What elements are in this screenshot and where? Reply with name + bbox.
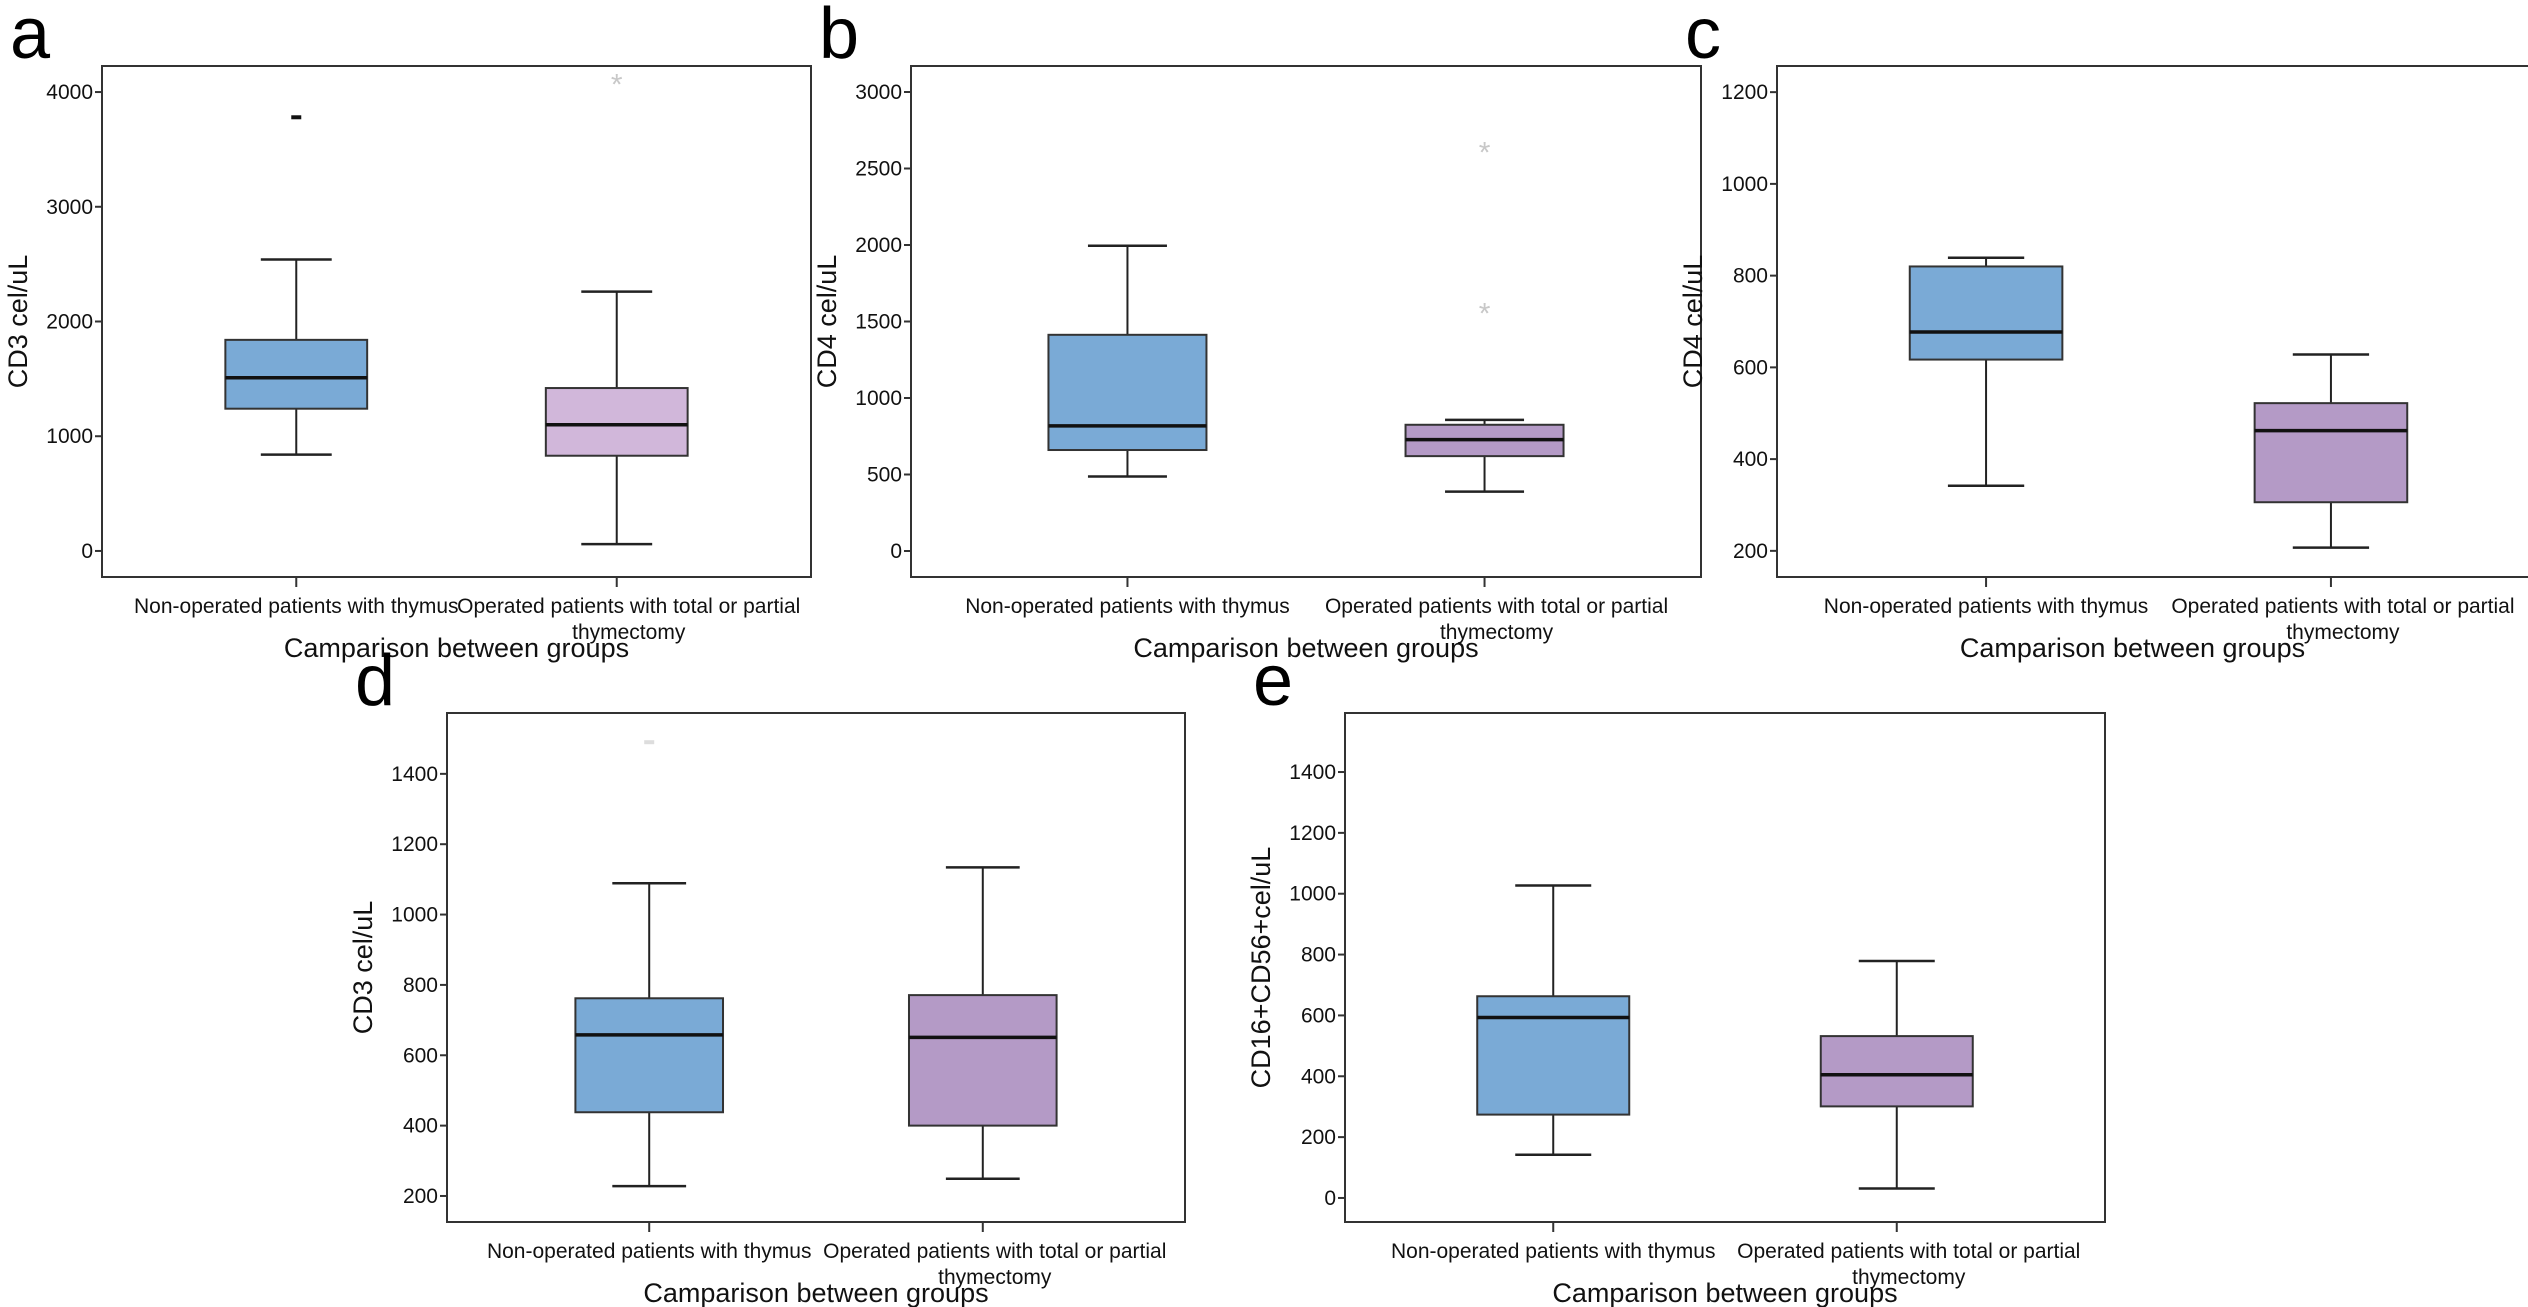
y-tick-label: 2500 [855, 158, 902, 181]
panel-letter: c [1685, 0, 1721, 74]
iqr-box [1047, 333, 1208, 452]
y-tick-label: 800 [403, 974, 438, 997]
panel-a: a 0 1000 2000 3000 4000 CD3 cel/uL Camparison b… [3, 0, 812, 663]
box-2: Operated patients with total or partial t… [1737, 959, 2080, 1289]
y-axis-title: CD4 cel/uL [812, 255, 842, 389]
y-tick-label: 600 [1301, 1004, 1336, 1027]
y-axis-title: CD3 cel/uL [3, 255, 33, 389]
outlier-star: * [1479, 297, 1491, 330]
box-1: Non-operated patients with thymus [487, 740, 812, 1263]
y-tick-label: 1000 [855, 387, 902, 410]
panel-e: e 0 200 400 600 800 1000 1200 1400 CD16+CD56+cel/… [1246, 641, 2106, 1307]
category-label: Non-operated patients with thymus [1391, 1240, 1716, 1263]
y-tick-label: 200 [403, 1185, 438, 1208]
category-label: thymectomy [1852, 1266, 1966, 1289]
box-1: Non-operated patients with thymus [1824, 256, 2149, 618]
y-tick-label: 800 [1301, 944, 1336, 967]
y-tick-label: 400 [403, 1115, 438, 1138]
y-tick-label: 1000 [1289, 883, 1336, 906]
y-tick-label: 400 [1733, 448, 1768, 471]
box-1: Non-operated patients with thymus [1391, 884, 1716, 1263]
outlier-star: * [1479, 137, 1491, 170]
category-label: thymectomy [1440, 621, 1554, 644]
iqr-box [1819, 1035, 1974, 1108]
iqr-box [574, 997, 725, 1114]
y-tick-label: 200 [1733, 540, 1768, 563]
panel-letter: d [355, 641, 395, 721]
x-axis-title: Camparison between groups [1552, 1278, 1897, 1307]
y-axis-title: CD16+CD56+cel/uL [1246, 847, 1276, 1089]
category-label: Operated patients with total or partial [1325, 595, 1668, 618]
category-label: Non-operated patients with thymus [134, 595, 459, 618]
y-tick-label: 0 [81, 540, 93, 563]
y-tick-label: 2000 [855, 234, 902, 257]
plot-frame [446, 712, 1186, 1223]
y-tick-label: 200 [1301, 1126, 1336, 1149]
y-tick-label: 600 [1733, 356, 1768, 379]
category-label: Non-operated patients with thymus [1824, 595, 2149, 618]
y-tick-label: 1500 [855, 311, 902, 334]
y-tick-label: 1400 [391, 763, 438, 786]
y-tick-label: 2000 [46, 311, 93, 334]
iqr-box [224, 338, 369, 410]
y-tick-label: 800 [1733, 265, 1768, 288]
y-tick-label: 1200 [1289, 822, 1336, 845]
panel-letter: e [1253, 641, 1293, 721]
x-axis-title: Camparison between groups [284, 633, 629, 663]
x-axis-title: Camparison between groups [1133, 633, 1478, 663]
y-tick-label: 600 [403, 1044, 438, 1067]
iqr-box [907, 994, 1058, 1127]
box-1: Non-operated patients with thymus [965, 244, 1290, 618]
y-tick-label: 1200 [1721, 81, 1768, 104]
panel-c: c 200 400 600 800 1000 1200 CD4 cel/uL Campariso… [1678, 0, 2528, 663]
y-axis-title: CD4 cel/uL [1678, 255, 1708, 389]
category-label: thymectomy [2286, 621, 2400, 644]
box-2: Operated patients with total or partial t… [823, 866, 1166, 1289]
y-tick-label: 1000 [46, 425, 93, 448]
y-tick-label: 3000 [855, 81, 902, 104]
y-tick-label: 0 [1324, 1187, 1336, 1210]
x-axis-title: Camparison between groups [643, 1278, 988, 1307]
category-label: Operated patients with total or partial [823, 1240, 1166, 1263]
category-label: Operated patients with total or partial [1737, 1240, 2080, 1263]
box-2: Operated patients with total or partial t… [1325, 137, 1668, 644]
iqr-box [544, 387, 689, 457]
plot-frame [1344, 712, 2106, 1223]
category-label: Non-operated patients with thymus [487, 1240, 812, 1263]
box-1: Non-operated patients with thymus [134, 115, 459, 618]
y-tick-label: 400 [1301, 1065, 1336, 1088]
plot-frame [1776, 65, 2528, 578]
category-label: thymectomy [938, 1266, 1052, 1289]
box-2: Operated patients with total or partial t… [2171, 353, 2515, 644]
y-tick-label: 1000 [391, 904, 438, 927]
y-tick-label: 1400 [1289, 761, 1336, 784]
box-2: Operated patients with total or partial t… [457, 69, 800, 644]
plot-frame [910, 65, 1702, 578]
y-tick-label: 1000 [1721, 173, 1768, 196]
iqr-box [1476, 995, 1631, 1116]
y-axis-title: CD3 cel/uL [348, 901, 378, 1035]
y-tick-label: 500 [867, 463, 902, 486]
y-tick-label: 0 [890, 540, 902, 563]
x-axis-title: Camparison between groups [1960, 633, 2305, 663]
y-tick-label: 1200 [391, 833, 438, 856]
iqr-box [1908, 265, 2064, 361]
y-tick-label: 3000 [46, 196, 93, 219]
category-label: Non-operated patients with thymus [965, 595, 1290, 618]
category-label: Operated patients with total or partial [457, 595, 800, 618]
y-tick-label: 4000 [46, 81, 93, 104]
category-label: Operated patients with total or partial [2171, 595, 2514, 618]
panel-letter: b [819, 0, 859, 74]
plot-frame [101, 65, 812, 578]
iqr-box [2253, 402, 2409, 504]
panel-letter: a [10, 0, 51, 74]
outlier-star: * [611, 69, 623, 102]
panel-d: d 200 400 600 800 1000 1200 1400 CD3 cel/uL Campa… [348, 641, 1186, 1307]
category-label: thymectomy [572, 621, 686, 644]
panel-b: b 0 500 1000 1500 2000 2500 3000 CD4 cel/uL Campa… [812, 0, 1702, 663]
